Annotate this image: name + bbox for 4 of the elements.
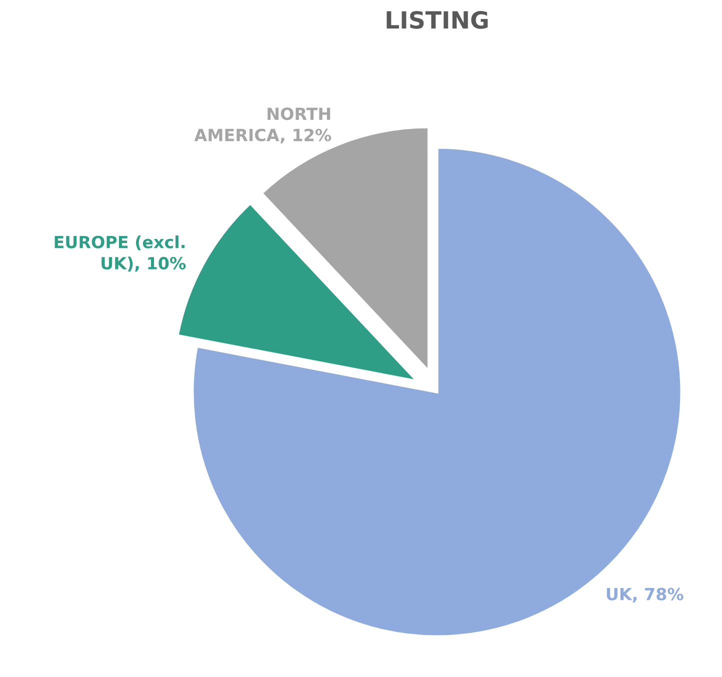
slice-label: UK, 78% (606, 588, 684, 603)
slice-label: NORTH AMERICA, 12% (194, 108, 332, 144)
chart-title: LISTING (386, 10, 488, 29)
slice-label: EUROPE (excl. UK), 10% (54, 235, 186, 272)
